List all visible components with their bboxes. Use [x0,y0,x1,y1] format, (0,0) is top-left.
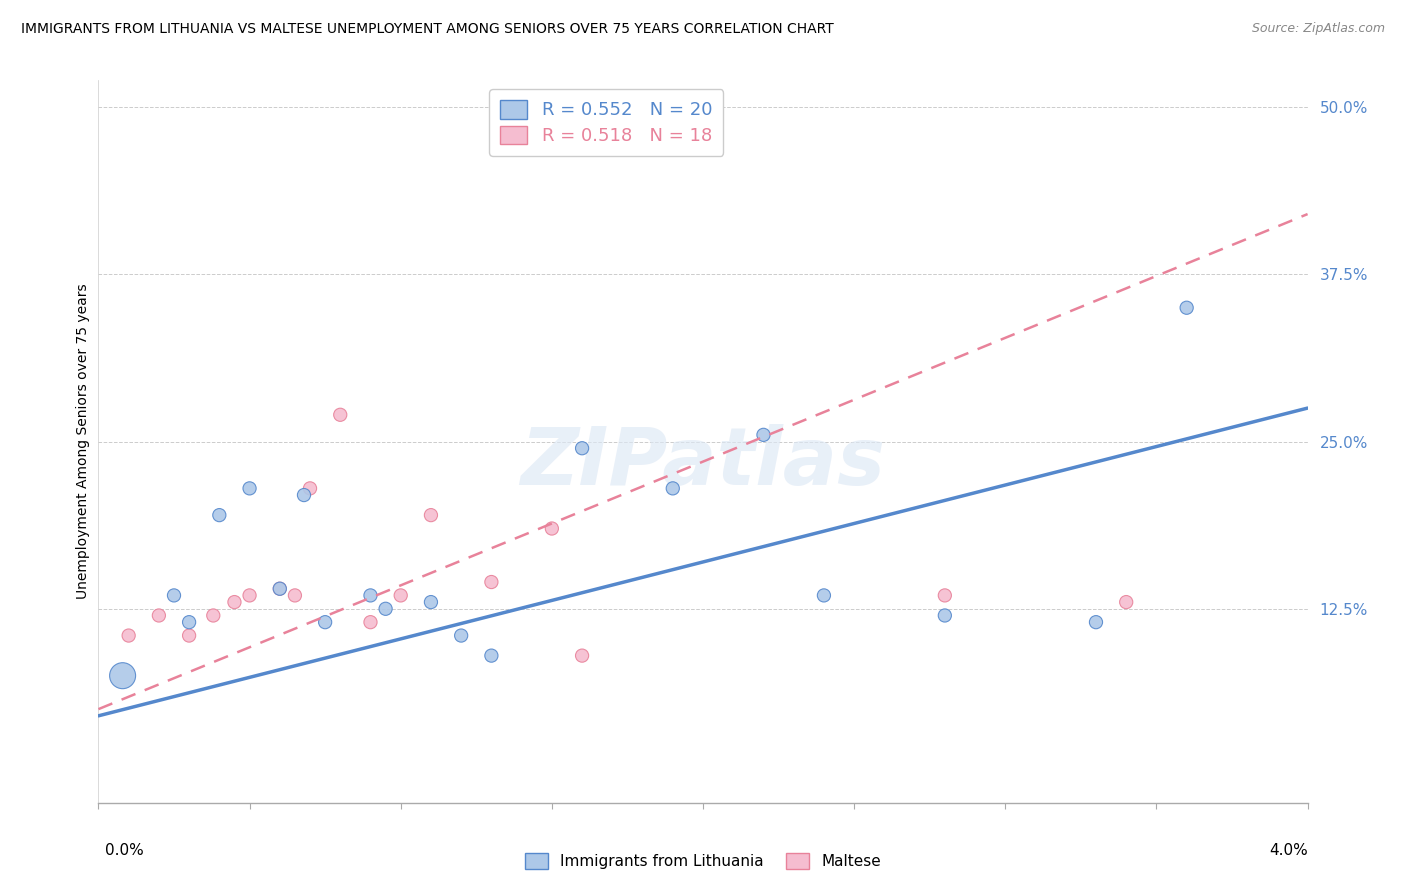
Point [224,595,246,609]
Point [1175,301,1198,315]
Point [934,608,956,623]
Point [329,408,352,422]
Y-axis label: Unemployment Among Seniors over 75 years: Unemployment Among Seniors over 75 years [76,284,90,599]
Text: IMMIGRANTS FROM LITHUANIA VS MALTESE UNEMPLOYMENT AMONG SENIORS OVER 75 YEARS CO: IMMIGRANTS FROM LITHUANIA VS MALTESE UNE… [21,22,834,37]
Point [292,488,315,502]
Point [481,648,503,663]
Point [360,615,382,630]
Text: ZIPatlas: ZIPatlas [520,425,886,502]
Point [148,608,170,623]
Point [239,482,262,496]
Point [571,648,593,663]
Point [481,575,503,590]
Text: 0.0%: 0.0% [105,843,145,858]
Point [934,589,956,603]
Text: 4.0%: 4.0% [1268,843,1308,858]
Point [269,582,291,596]
Legend: R = 0.552   N = 20, R = 0.518   N = 18: R = 0.552 N = 20, R = 0.518 N = 18 [489,89,723,156]
Point [179,615,201,630]
Point [111,669,134,683]
Point [374,602,396,616]
Point [1115,595,1137,609]
Text: Source: ZipAtlas.com: Source: ZipAtlas.com [1251,22,1385,36]
Legend: Immigrants from Lithuania, Maltese: Immigrants from Lithuania, Maltese [519,847,887,875]
Point [299,482,322,496]
Point [420,508,443,523]
Point [420,595,443,609]
Point [571,442,593,455]
Point [389,589,412,603]
Point [208,508,231,523]
Point [314,615,336,630]
Point [540,521,562,535]
Point [202,608,225,623]
Point [450,629,472,643]
Point [163,589,186,603]
Point [752,428,775,442]
Point [1085,615,1108,630]
Point [118,629,141,643]
Point [360,589,382,603]
Point [179,629,201,643]
Point [284,589,307,603]
Point [239,589,262,603]
Point [269,582,291,596]
Point [661,482,683,496]
Point [813,589,835,603]
